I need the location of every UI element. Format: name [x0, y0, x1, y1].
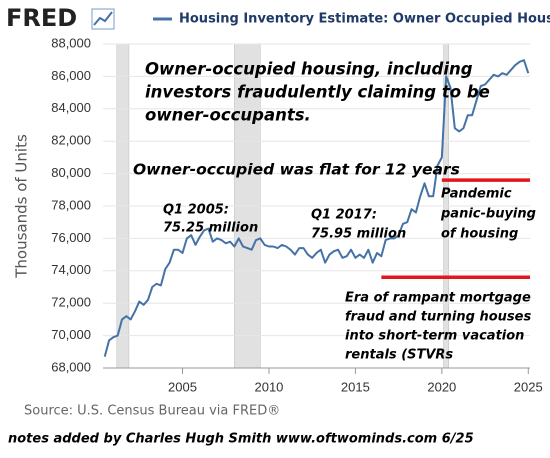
annotation-text: Q1 2017: — [311, 208, 377, 223]
y-tick-label: 74,000 — [51, 262, 91, 277]
annotation-text: Era of rampant mortgage — [345, 291, 531, 306]
logo: FRED — [6, 4, 77, 32]
annotation-text: owner-occupants. — [145, 106, 311, 125]
y-tick-label: 82,000 — [51, 133, 91, 148]
x-tick-label: 2020 — [427, 379, 456, 394]
y-tick-label: 88,000 — [51, 35, 91, 50]
y-tick-label: 78,000 — [51, 197, 91, 212]
annotation-text: 75.95 million — [311, 227, 406, 242]
annotation-text: 75.25 million — [163, 221, 258, 236]
legend-label: Housing Inventory Estimate: Owner Occupi… — [179, 12, 550, 27]
y-tick-label: 80,000 — [51, 165, 91, 180]
y-tick-label: 72,000 — [51, 295, 91, 310]
x-tick-label: 2015 — [341, 379, 370, 394]
y-tick-label: 86,000 — [51, 68, 91, 83]
y-tick-label: 70,000 — [51, 327, 91, 342]
x-tick-label: 2025 — [514, 379, 543, 394]
annotation-text: rentals (STVRs — [345, 348, 453, 363]
y-tick-label: 84,000 — [51, 100, 91, 115]
y-tick-label: 68,000 — [51, 359, 91, 374]
x-tick-label: 2010 — [254, 379, 283, 394]
annotation-text: Owner-occupied was flat for 12 years — [133, 161, 460, 179]
footer-note: notes added by Charles Hugh Smith www.of… — [8, 432, 474, 447]
logo-icon — [91, 8, 115, 30]
annotation-text: into short-term vacation — [345, 329, 524, 344]
annotation-text: fraud and turning houses — [345, 310, 531, 325]
annotation-text: investors fraudulently claiming to be — [145, 83, 490, 102]
y-axis-title: Thousands of Units — [13, 134, 31, 279]
annotation-text: of housing — [441, 227, 518, 242]
annotation-text: Pandemic — [441, 187, 512, 202]
data-line — [103, 59, 530, 357]
annotation-text: Owner-occupied housing, including — [145, 60, 473, 79]
source-note: Source: U.S. Census Bureau via FRED® — [24, 404, 280, 419]
y-tick-label: 76,000 — [51, 230, 91, 245]
x-tick-label: 2005 — [168, 379, 197, 394]
annotation-text: Q1 2005: — [163, 203, 229, 218]
annotation-text: panic-buying — [440, 207, 536, 222]
